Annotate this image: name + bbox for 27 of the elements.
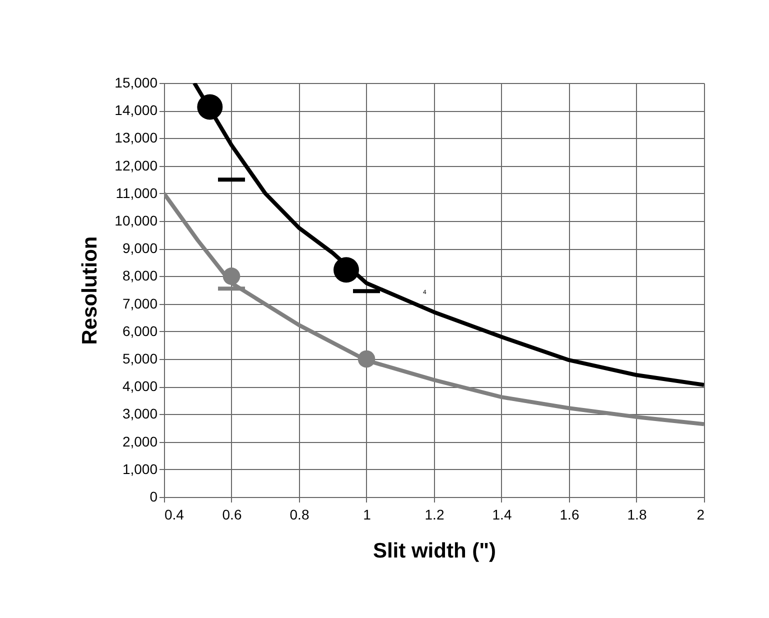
y-tick-label: 4,000	[122, 378, 158, 394]
x-tick-label: 1.4	[492, 506, 512, 522]
x-tick-label: 0.8	[290, 506, 310, 522]
x-tick-label: 1.8	[627, 506, 647, 522]
y-tick-label: 0	[150, 488, 158, 504]
y-tick-label: 13,000	[114, 130, 158, 146]
x-tick-label: 1	[363, 506, 372, 522]
x-tick-label: 0.4	[164, 506, 184, 522]
y-tick-label: 11,000	[116, 184, 158, 201]
x-tick-label: 1.6	[560, 506, 580, 522]
y-tick-label: 6,000	[122, 322, 158, 339]
y-tick-label: 15,000	[114, 74, 158, 90]
y-tick-label: 10,000	[114, 212, 158, 228]
y-tick-label: 3,000	[122, 406, 158, 422]
y-tick-label: 14,000	[114, 102, 158, 118]
x-tick-label: 1.2	[424, 506, 444, 522]
x-tick-label: 0.6	[222, 506, 242, 522]
y-tick-label: 8,000	[122, 268, 158, 284]
y-tick-label: 9,000	[122, 240, 158, 256]
x-tick-label: 2	[696, 506, 705, 522]
y-tick-label: 1,000	[122, 460, 158, 477]
y-tick-label: 2,000	[122, 433, 158, 450]
y-axis-title: Resolution	[78, 236, 102, 345]
x-axis-title: Slit width (")	[372, 540, 496, 562]
y-tick-label: 7,000	[122, 295, 158, 312]
y-tick-label: 12,000	[114, 157, 158, 174]
y-tick-label: 5,000	[122, 350, 158, 366]
